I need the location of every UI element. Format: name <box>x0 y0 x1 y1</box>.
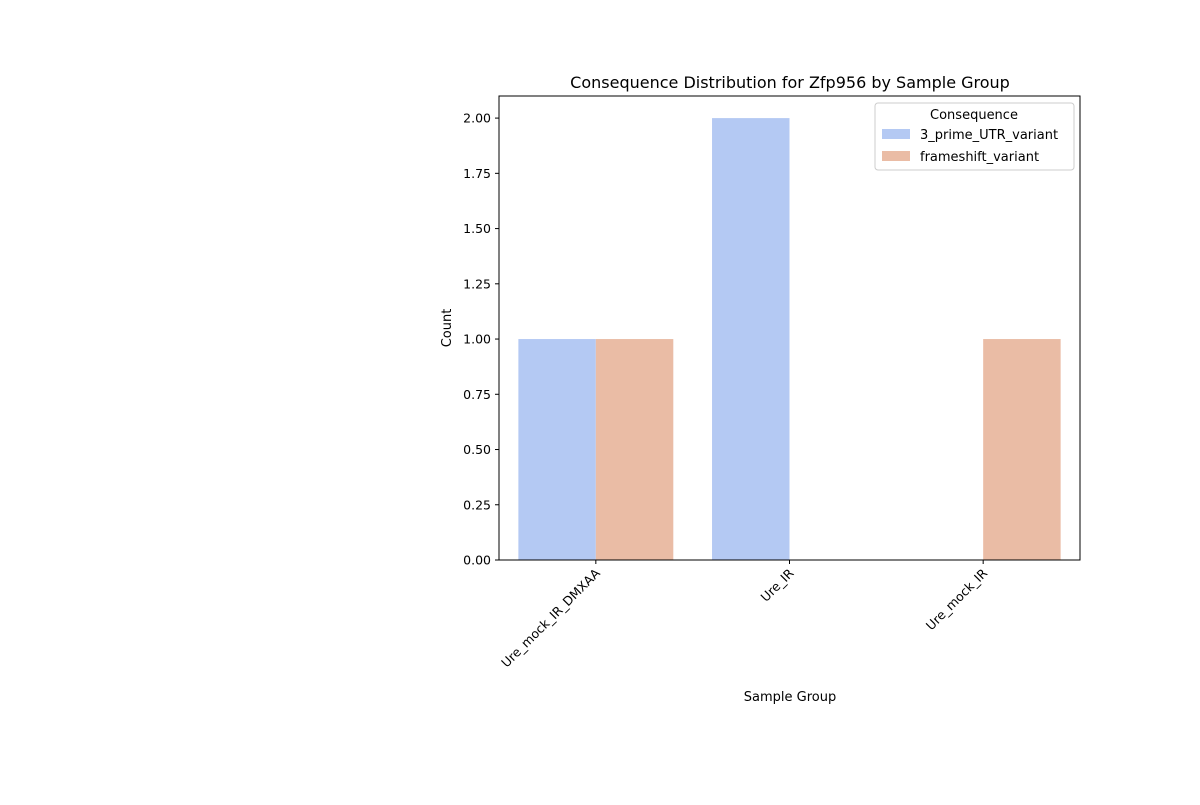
y-tick-label: 0.75 <box>463 387 491 402</box>
legend-label: 3_prime_UTR_variant <box>920 128 1058 143</box>
x-axis-label: Sample Group <box>744 690 836 705</box>
y-tick-label: 1.75 <box>463 166 491 181</box>
legend-box <box>874 102 1075 171</box>
x-tick-label: Ure_mock_IR_DMXAA <box>498 565 603 670</box>
y-tick-label: 1.50 <box>463 221 491 236</box>
legend-swatch <box>882 129 910 139</box>
bar-3_prime_UTR_variant-Ure_IR <box>712 118 790 560</box>
legend-label: frameshift_variant <box>920 150 1039 165</box>
bar-3_prime_UTR_variant-Ure_mock_IR_DMXAA <box>518 339 596 560</box>
x-axis: Ure_mock_IR_DMXAA Ure_IR Ure_mock_IR <box>498 560 991 670</box>
chart-title: Consequence Distribution for Zfp956 by S… <box>570 73 1010 92</box>
y-tick-label: 1.00 <box>463 332 491 347</box>
y-tick-label: 2.00 <box>463 111 491 126</box>
y-tick-label: 1.25 <box>463 276 491 291</box>
y-tick-label: 0.00 <box>463 553 491 568</box>
legend-entries: 3_prime_UTR_variant frameshift_variant <box>882 128 1058 165</box>
legend: Consequence 3_prime_UTR_variant frameshif… <box>874 102 1075 171</box>
bars-layer <box>518 118 1061 560</box>
y-axis: 0.00 0.25 0.50 0.75 1.00 1.25 1.50 1.75 2.00 <box>463 111 499 568</box>
y-axis-label: Count <box>440 309 455 348</box>
x-tick-label: Ure_mock_IR <box>923 565 991 633</box>
bar-frameshift_variant-Ure_mock_IR <box>983 339 1061 560</box>
y-tick-label: 0.50 <box>463 442 491 457</box>
legend-title: Consequence <box>930 108 1018 123</box>
y-tick-label: 0.25 <box>463 497 491 512</box>
bar-frameshift_variant-Ure_mock_IR_DMXAA <box>595 339 674 560</box>
x-tick-label: Ure_IR <box>757 565 796 604</box>
legend-swatch <box>882 151 910 161</box>
plot-frame <box>498 95 1081 561</box>
